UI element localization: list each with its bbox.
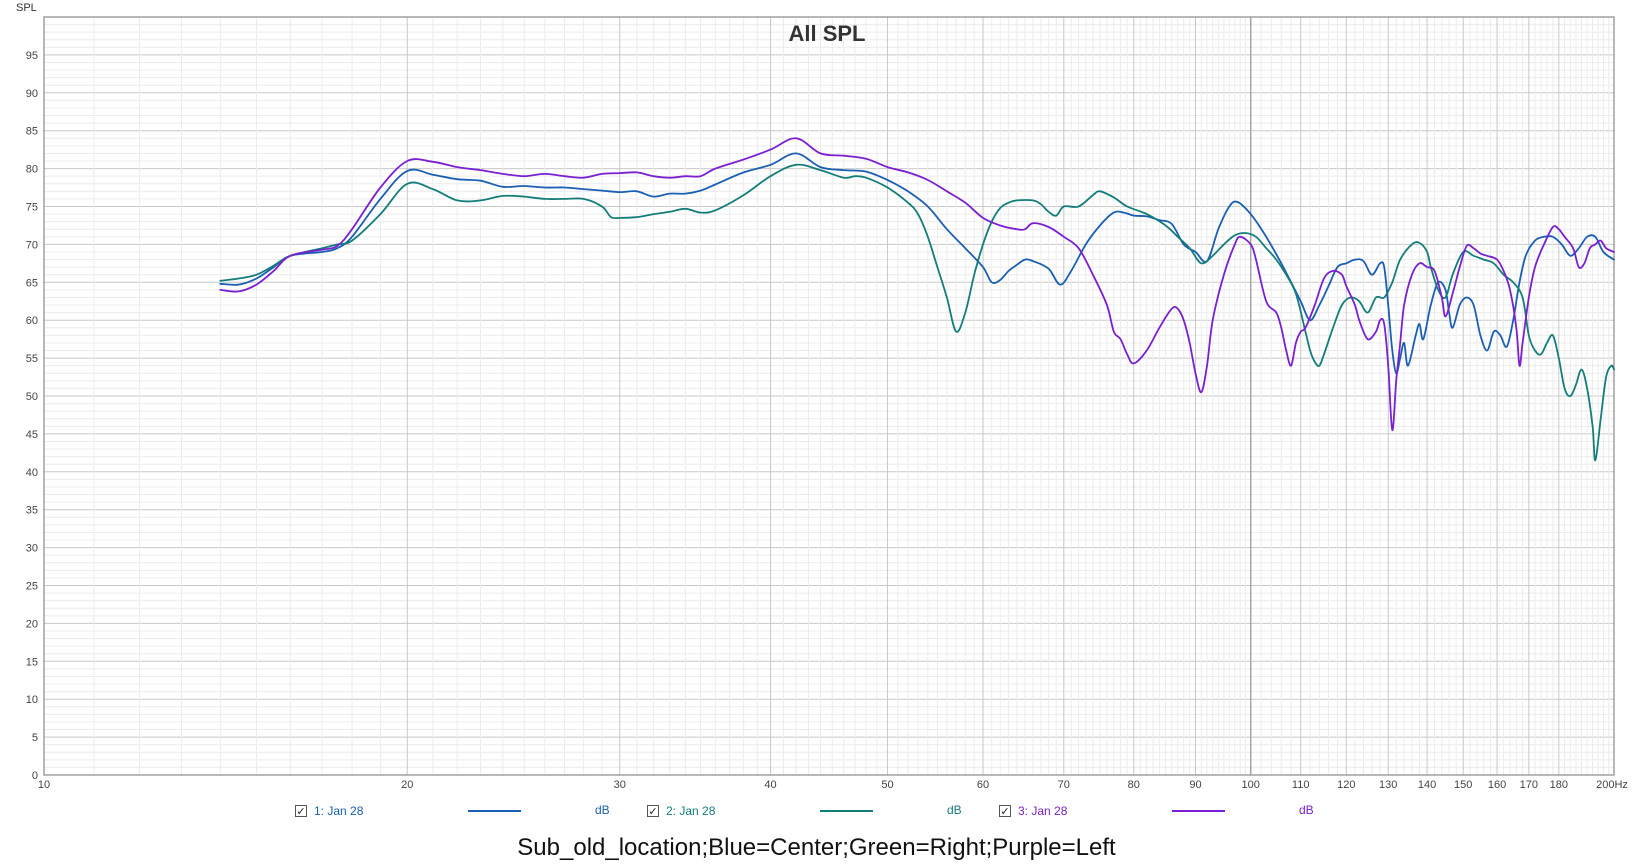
legend-checkbox-1[interactable]: ✓ [295, 805, 307, 818]
x-tick-label: 90 [1189, 779, 1201, 791]
y-tick-label: 85 [26, 126, 38, 138]
chart-title: All SPL [788, 21, 865, 46]
x-tick-label: 170 [1520, 779, 1538, 791]
legend-checkbox-3[interactable]: ✓ [999, 805, 1011, 818]
legend-label-3: 3: Jan 28 [1018, 804, 1068, 818]
series-lines [219, 137, 1615, 462]
chart-caption: Sub_old_location;Blue=Center;Green=Right… [517, 834, 1116, 861]
x-tick-label: 40 [764, 779, 776, 791]
legend-swatch-1 [468, 810, 521, 812]
y-tick-label: 20 [26, 618, 38, 630]
legend-unit-2: dB [947, 803, 962, 817]
legend-swatch-3 [1172, 810, 1225, 812]
axes: 0 5 10 15 20 25 30 35 40 45 50 55 60 65 70 75 80 85 90 95 10… [26, 16, 1628, 791]
legend-swatch-2 [820, 810, 873, 812]
y-tick-label: 30 [26, 543, 38, 555]
legend-label-2: 2: Jan 28 [666, 804, 716, 818]
legend-unit-1: dB [595, 803, 610, 817]
x-tick-label: 110 [1292, 779, 1310, 791]
plot-border [43, 16, 1615, 776]
x-tick-label: 200Hz [1596, 779, 1628, 791]
x-tick-label: 20 [401, 779, 413, 791]
y-tick-label: 60 [26, 315, 38, 327]
y-tick-label: 25 [26, 581, 38, 593]
legend: ✓ 1: Jan 28 dB ✓ 2: Jan 28 dB ✓ 3: Jan 2… [0, 800, 1633, 822]
y-tick-label: 75 [26, 202, 38, 214]
series-line-2 [219, 163, 1615, 462]
x-tick-label: 140 [1418, 779, 1436, 791]
legend-item-1[interactable]: ✓ 1: Jan 28 [295, 800, 363, 822]
x-tick-label: 100 [1242, 779, 1260, 791]
y-tick-label: 50 [26, 391, 38, 403]
grid [44, 17, 1614, 775]
y-tick-label: 80 [26, 164, 38, 176]
legend-checkbox-2[interactable]: ✓ [647, 805, 659, 818]
y-tick-label: 35 [26, 505, 38, 517]
y-tick-label: 95 [26, 50, 38, 62]
y-tick-label: 40 [26, 467, 38, 479]
y-tick-label: 15 [26, 656, 38, 668]
legend-label-1: 1: Jan 28 [314, 804, 364, 818]
x-tick-label: 150 [1454, 779, 1472, 791]
x-tick-label: 160 [1488, 779, 1506, 791]
y-tick-label: 70 [26, 239, 38, 251]
y-tick-label: 10 [26, 694, 38, 706]
x-tick-label: 10 [38, 779, 50, 791]
y-axis-label: SPL [16, 2, 37, 14]
x-tick-label: 50 [881, 779, 893, 791]
x-tick-label: 70 [1058, 779, 1070, 791]
x-tick-label: 30 [614, 779, 626, 791]
series-line-3 [219, 137, 1615, 432]
y-tick-label: 55 [26, 353, 38, 365]
series-line-1 [219, 152, 1615, 375]
y-tick-label: 0 [32, 770, 38, 782]
y-tick-label: 90 [26, 88, 38, 100]
x-tick-label: 130 [1379, 779, 1397, 791]
x-tick-label: 80 [1128, 779, 1140, 791]
legend-item-2[interactable]: ✓ 2: Jan 28 [647, 800, 715, 822]
x-tick-label: 180 [1550, 779, 1568, 791]
legend-unit-3: dB [1299, 803, 1314, 817]
x-tick-label: 120 [1337, 779, 1355, 791]
y-tick-label: 45 [26, 429, 38, 441]
x-tick-label: 60 [977, 779, 989, 791]
legend-item-3[interactable]: ✓ 3: Jan 28 [999, 800, 1067, 822]
y-tick-label: 65 [26, 277, 38, 289]
y-tick-label: 5 [32, 732, 38, 744]
